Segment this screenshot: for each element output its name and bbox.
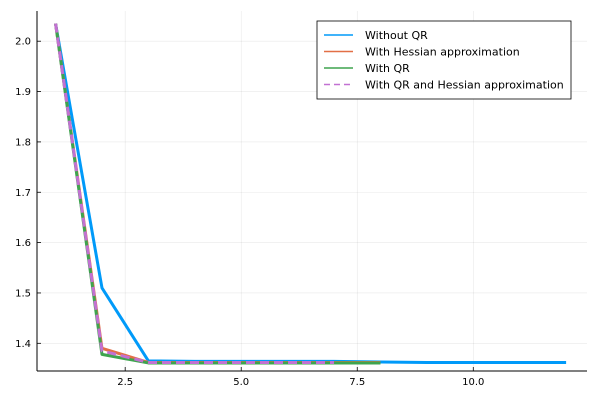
series-line-4 [54, 23, 335, 364]
legend-box [316, 20, 572, 100]
x-tick-label: 5.0 [233, 377, 249, 388]
y-tick-label: 1.7 [15, 188, 31, 199]
legend: Without QR With Hessian approximation With… [316, 20, 572, 100]
x-tick-label: 7.5 [349, 377, 365, 388]
x-tick-label: 10.0 [462, 377, 484, 388]
axes [36, 11, 587, 372]
legend-label-3: With QR [365, 62, 410, 75]
y-tick-label: 1.9 [15, 87, 31, 98]
tick-labels: 2.5 5.0 7.5 10.0 1.4 1.5 1.6 1.7 1.8 1.9 2.0 [15, 37, 484, 388]
y-tick-label: 1.5 [15, 288, 31, 299]
legend-label-4: With QR and Hessian approximation [365, 79, 564, 92]
y-tick-label: 1.6 [15, 238, 31, 249]
y-tick-label: 1.8 [15, 137, 31, 148]
y-tick-label: 2.0 [15, 37, 31, 48]
legend-label-2: With Hessian approximation [365, 46, 520, 59]
y-tick-label: 1.4 [15, 339, 31, 350]
series-lines [54, 23, 567, 365]
x-tick-label: 2.5 [117, 377, 133, 388]
legend-label-1: Without QR [365, 29, 428, 42]
